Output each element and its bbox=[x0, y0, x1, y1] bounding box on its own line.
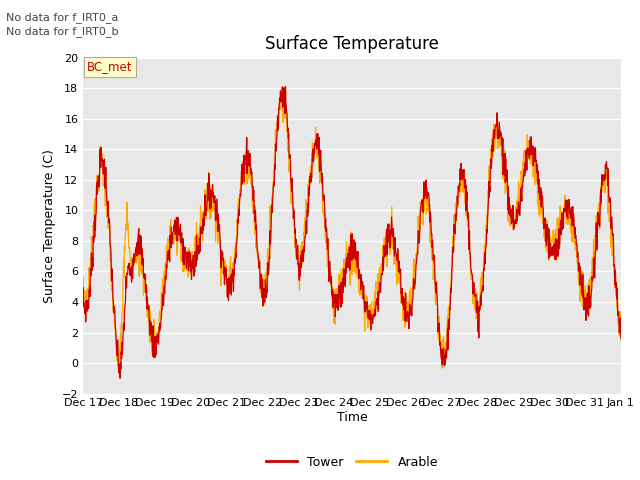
Arable bbox=[278, 84, 286, 90]
Arable bbox=[143, 304, 150, 310]
Legend: Tower, Arable: Tower, Arable bbox=[261, 451, 443, 474]
Arable bbox=[308, 175, 316, 180]
X-axis label: Time: Time bbox=[337, 411, 367, 424]
Arable bbox=[386, 242, 394, 248]
Text: No data for f_IRT0_a: No data for f_IRT0_a bbox=[6, 12, 119, 23]
Arable bbox=[617, 338, 625, 344]
Arable bbox=[328, 306, 336, 312]
Arable bbox=[79, 275, 87, 280]
Text: BC_met: BC_met bbox=[88, 60, 133, 73]
Tower bbox=[617, 335, 625, 341]
Tower bbox=[116, 375, 124, 381]
Arable bbox=[319, 210, 326, 216]
Tower bbox=[329, 288, 337, 294]
Tower bbox=[319, 196, 327, 202]
Arable bbox=[438, 365, 446, 371]
Line: Tower: Tower bbox=[83, 86, 621, 378]
Y-axis label: Surface Temperature (C): Surface Temperature (C) bbox=[44, 149, 56, 302]
Tower bbox=[122, 301, 129, 307]
Line: Arable: Arable bbox=[83, 87, 621, 368]
Title: Surface Temperature: Surface Temperature bbox=[265, 35, 439, 53]
Tower bbox=[143, 306, 151, 312]
Tower bbox=[386, 231, 394, 237]
Tower bbox=[282, 84, 289, 89]
Text: No data for f_IRT0_b: No data for f_IRT0_b bbox=[6, 26, 119, 37]
Arable bbox=[121, 249, 129, 254]
Tower bbox=[308, 163, 316, 168]
Tower bbox=[79, 285, 87, 290]
